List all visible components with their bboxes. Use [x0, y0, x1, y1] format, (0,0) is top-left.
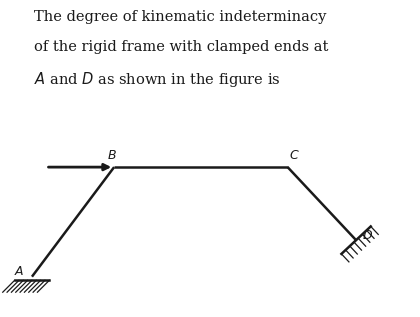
- Text: $\mathit{A}$ and $\mathit{D}$ as shown in the figure is: $\mathit{A}$ and $\mathit{D}$ as shown i…: [34, 70, 280, 89]
- Text: $D$: $D$: [362, 229, 373, 242]
- Text: $C$: $C$: [289, 149, 299, 162]
- Text: The degree of kinematic indeterminacy: The degree of kinematic indeterminacy: [34, 10, 326, 23]
- Text: $B$: $B$: [108, 149, 117, 162]
- Text: $A$: $A$: [14, 265, 24, 278]
- Text: of the rigid frame with clamped ends at: of the rigid frame with clamped ends at: [34, 40, 328, 54]
